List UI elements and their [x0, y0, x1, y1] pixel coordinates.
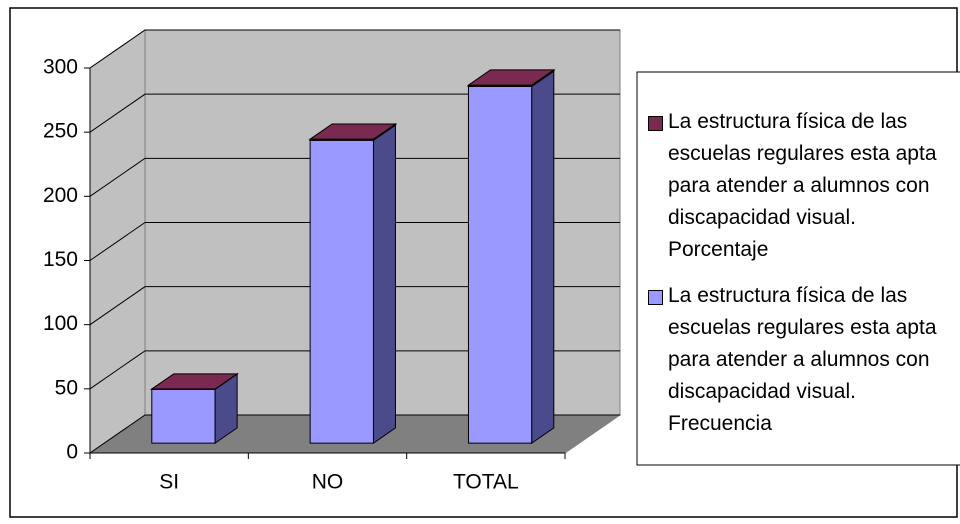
- x-tick-label: TOTAL: [453, 471, 519, 494]
- y-tick-label: 150: [43, 248, 78, 271]
- grid-line: [89, 350, 620, 390]
- y-tick-label: 300: [43, 56, 78, 79]
- grid-line: [89, 414, 620, 454]
- bar-side: [372, 124, 396, 445]
- grid-line: [89, 286, 620, 326]
- x-tick-label: SI: [159, 471, 179, 494]
- y-tick-label: 0: [66, 441, 78, 464]
- y-tick-label: 50: [55, 376, 78, 399]
- bar-top: [150, 373, 239, 390]
- grid-line: [89, 29, 620, 69]
- bar-front: [309, 139, 374, 444]
- bar-top: [466, 69, 556, 86]
- y-tick-label: 200: [43, 184, 78, 207]
- bar-side: [531, 70, 555, 445]
- bar-top: [308, 123, 398, 140]
- y-tick-label: 100: [43, 312, 78, 335]
- grid-line: [89, 93, 620, 133]
- legend-label: La estructura física de las escuelas reg…: [668, 110, 937, 261]
- grid-line: [89, 157, 620, 197]
- y-tick-label: 250: [43, 120, 78, 143]
- x-tick-label: NO: [312, 471, 344, 494]
- legend-box: [636, 71, 960, 466]
- grid-line: [89, 222, 620, 261]
- legend-swatch: [648, 290, 663, 305]
- bar-front: [467, 85, 533, 444]
- legend-swatch: [648, 116, 663, 131]
- bar-front: [151, 388, 216, 444]
- legend-label: La estructura física de las escuelas reg…: [668, 284, 937, 435]
